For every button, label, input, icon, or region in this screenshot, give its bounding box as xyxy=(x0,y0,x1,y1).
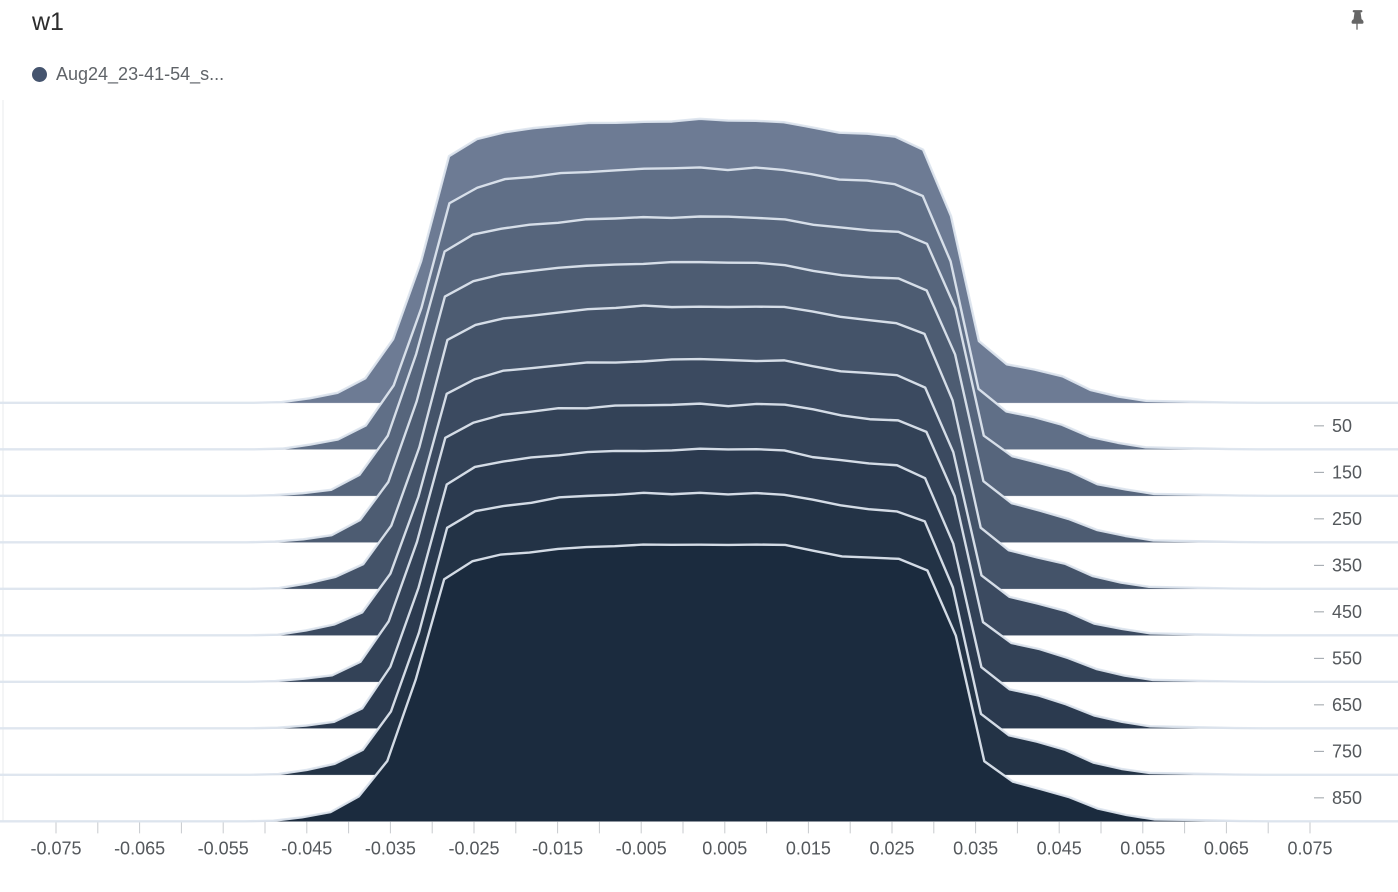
svg-text:0.075: 0.075 xyxy=(1287,838,1332,858)
svg-text:0.025: 0.025 xyxy=(869,838,914,858)
svg-text:350: 350 xyxy=(1332,555,1362,575)
svg-text:150: 150 xyxy=(1332,462,1362,482)
svg-text:-0.005: -0.005 xyxy=(616,838,667,858)
svg-text:0.005: 0.005 xyxy=(702,838,747,858)
svg-text:650: 650 xyxy=(1332,695,1362,715)
svg-text:0.065: 0.065 xyxy=(1204,838,1249,858)
svg-text:550: 550 xyxy=(1332,648,1362,668)
svg-text:-0.075: -0.075 xyxy=(30,838,81,858)
svg-text:50: 50 xyxy=(1332,416,1352,436)
svg-text:-0.025: -0.025 xyxy=(448,838,499,858)
svg-text:-0.035: -0.035 xyxy=(365,838,416,858)
svg-text:0.035: 0.035 xyxy=(953,838,998,858)
svg-text:250: 250 xyxy=(1332,509,1362,529)
svg-text:-0.065: -0.065 xyxy=(114,838,165,858)
svg-text:750: 750 xyxy=(1332,741,1362,761)
svg-text:0.015: 0.015 xyxy=(786,838,831,858)
svg-text:0.055: 0.055 xyxy=(1120,838,1165,858)
svg-text:850: 850 xyxy=(1332,788,1362,808)
svg-text:-0.045: -0.045 xyxy=(281,838,332,858)
svg-text:0.045: 0.045 xyxy=(1037,838,1082,858)
svg-text:450: 450 xyxy=(1332,602,1362,622)
svg-text:-0.055: -0.055 xyxy=(198,838,249,858)
svg-text:-0.015: -0.015 xyxy=(532,838,583,858)
